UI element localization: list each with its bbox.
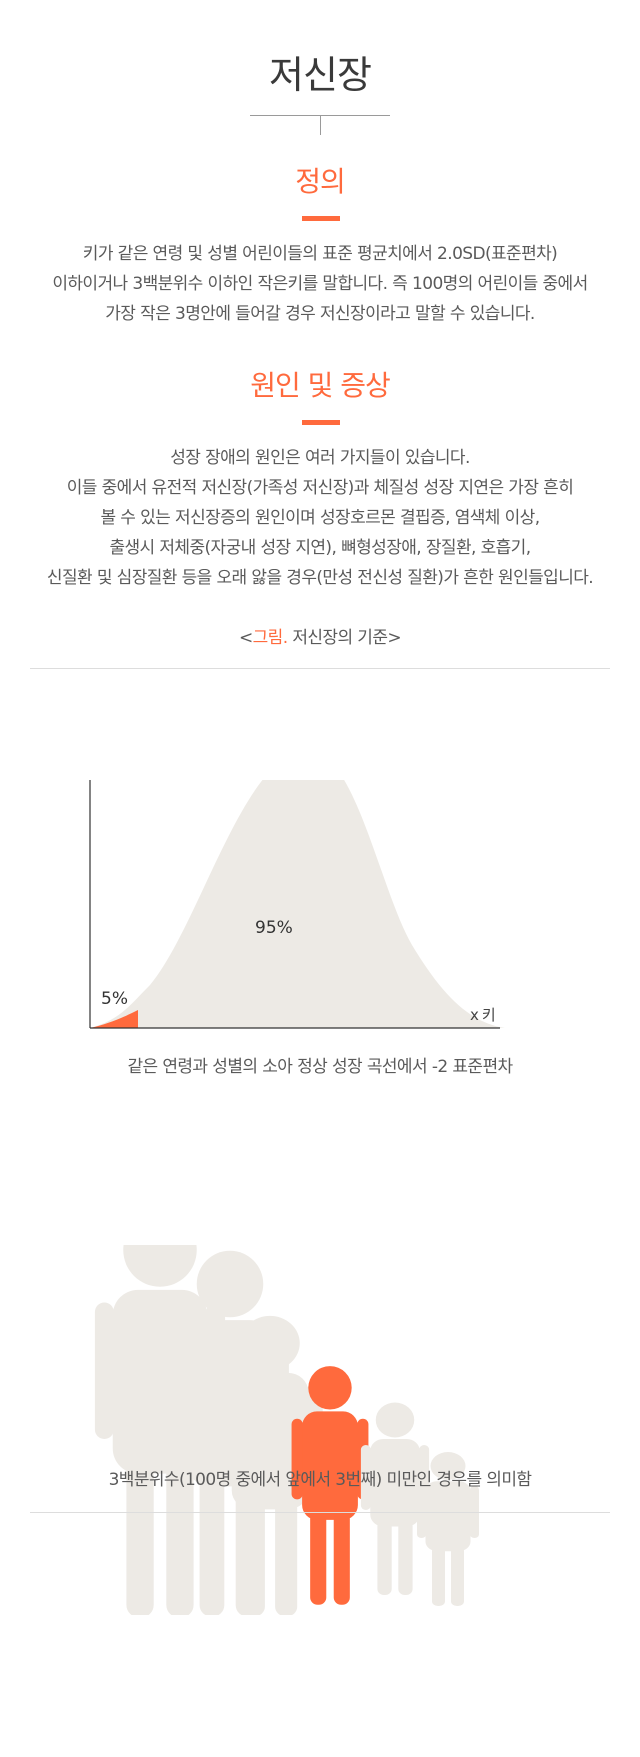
figure-caption-close: > [387, 628, 402, 648]
causes-line: 신질환 및 심장질환 등을 오래 앓을 경우(만성 전신성 질환)가 흔한 원인… [46, 568, 594, 588]
ninety-five-percent-label: 95% [255, 918, 293, 938]
distribution-curve-area [90, 780, 505, 1028]
figure-top-divider [30, 668, 610, 669]
definition-text: 키가 같은 연령 및 성별 어린이들의 표준 평균치에서 2.0SD(표준편차)… [0, 239, 640, 329]
figure-caption-title: 저신장의 기준 [287, 628, 388, 648]
causes-line: 볼 수 있는 저신장증의 원인이며 성장호르몬 결핍증, 염색체 이상, [100, 508, 540, 528]
definition-heading: 정의 [295, 165, 346, 198]
five-percent-region [90, 1010, 138, 1028]
x-axis-word: 키 [482, 1006, 496, 1024]
height-comparison-illustration [94, 1245, 479, 1615]
causes-accent-bar [302, 420, 340, 425]
five-percent-label: 5% [101, 989, 128, 1009]
definition-line: 이하이거나 3백분위수 이하인 작은키를 말합니다. 즉 100명의 어린이들 … [52, 274, 588, 294]
figure-caption-label: 그림. [252, 628, 288, 648]
figure-caption: <그림. 저신장의 기준> [0, 623, 640, 648]
causes-heading: 원인 및 증상 [250, 369, 391, 402]
page-title: 저신장 [269, 53, 372, 97]
definition-accent-bar [302, 216, 340, 221]
definition-line: 키가 같은 연령 및 성별 어린이들의 표준 평균치에서 2.0SD(표준편차) [82, 244, 558, 264]
causes-line: 출생시 저체중(자궁내 성장 지연), 뼈형성장애, 장질환, 호흡기, [109, 538, 531, 558]
illustration-caption: 3백분위수(100명 중에서 앞에서 3번째) 미만인 경우를 의미함 [108, 1470, 532, 1490]
x-axis-prefix: x [470, 1006, 479, 1024]
bottom-divider [30, 1512, 610, 1513]
figure-caption-open: < [238, 628, 253, 648]
definition-line: 가장 작은 3명안에 들어갈 경우 저신장이라고 말할 수 있습니다. [105, 304, 535, 324]
causes-text: 성장 장애의 원인은 여러 가지들이 있습니다. 이들 중에서 유전적 저신장(… [0, 443, 640, 593]
causes-line: 이들 중에서 유전적 저신장(가족성 저신장)과 체질성 성장 지연은 가장 흔… [66, 478, 574, 498]
causes-line: 성장 장애의 원인은 여러 가지들이 있습니다. [170, 448, 470, 468]
chart-caption: 같은 연령과 성별의 소아 정상 성장 곡선에서 -2 표준편차 [127, 1057, 513, 1077]
title-divider-tick [320, 115, 321, 135]
distribution-chart: y숫자 x키 5% 95% [89, 780, 505, 1029]
